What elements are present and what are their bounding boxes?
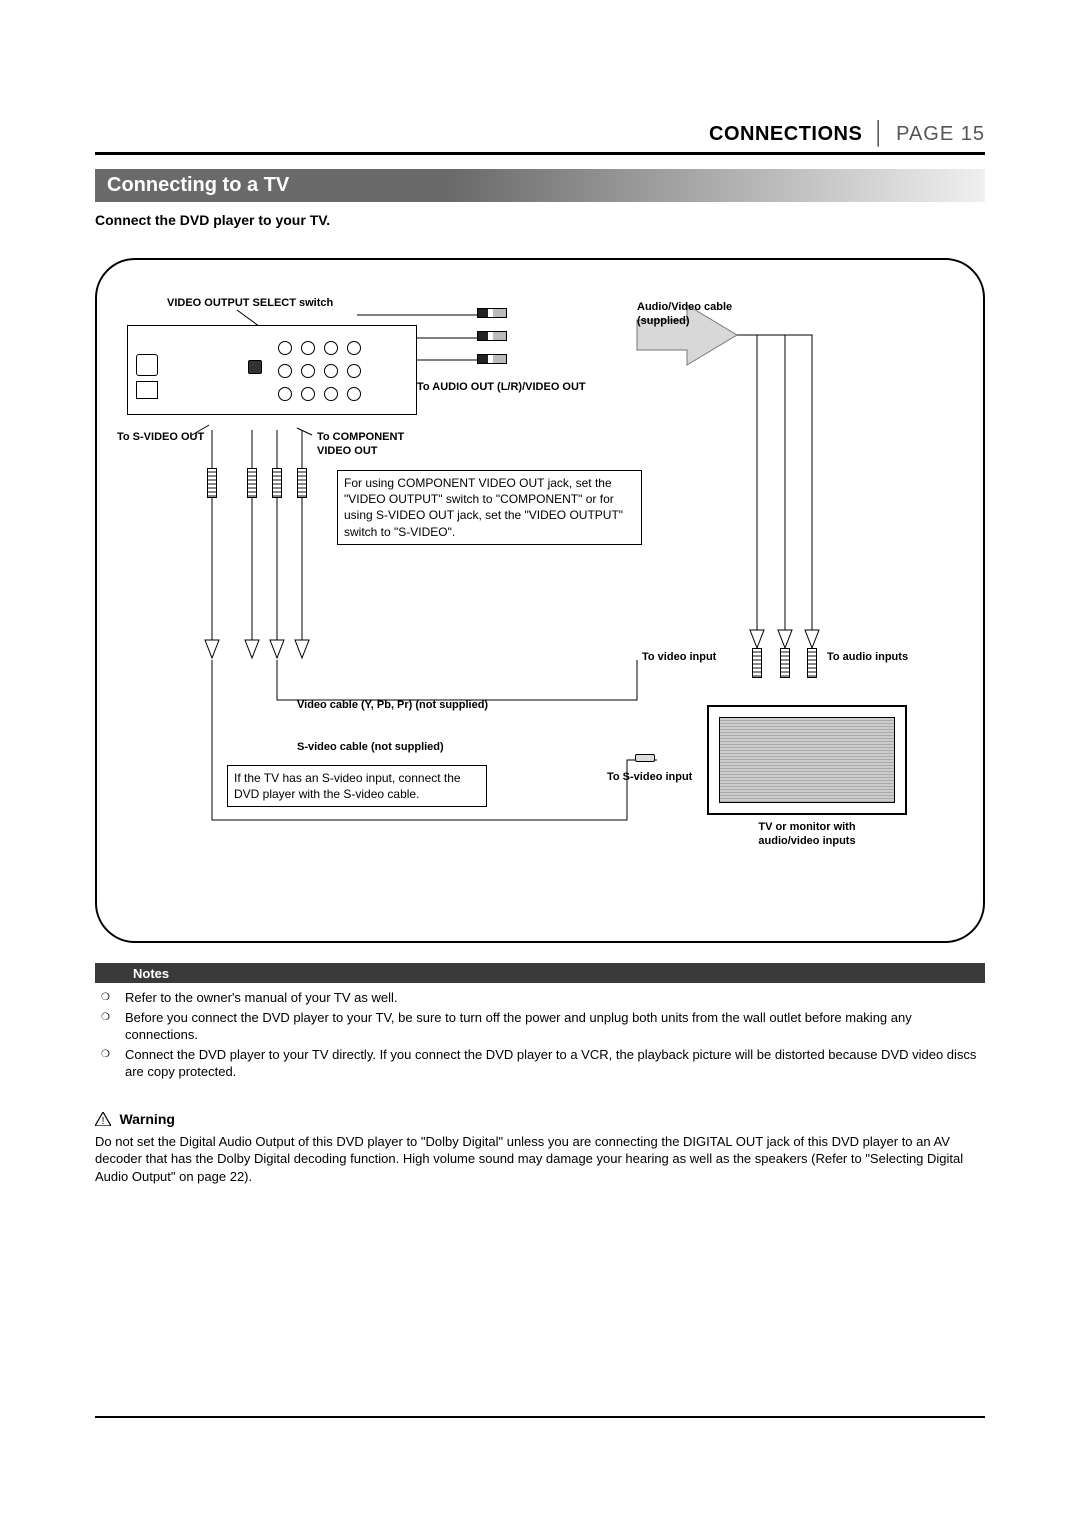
dvd-player-rear [127, 325, 417, 415]
label-video-output-select: VIDEO OUTPUT SELECT switch [167, 296, 333, 310]
label-tv-caption-line2: audio/video inputs [717, 834, 897, 848]
label-component-cable: Video cable (Y, Pb, Pr) (not supplied) [297, 698, 488, 712]
label-to-audio-out: To AUDIO OUT (L/R)/VIDEO OUT [417, 380, 586, 394]
component-plug-icon [272, 468, 282, 498]
tv-icon [707, 705, 907, 815]
header-page: PAGE 15 [896, 123, 985, 146]
label-tv-caption-line1: TV or monitor with [717, 820, 897, 834]
label-av-cable-line2: (supplied) [637, 314, 732, 328]
notes-list: Refer to the owner's manual of your TV a… [95, 989, 985, 1081]
notes-item: Before you connect the DVD player to you… [95, 1009, 985, 1044]
warning-title: Warning [119, 1111, 174, 1127]
label-to-component: To COMPONENT VIDEO OUT [317, 430, 404, 459]
header-divider: │ [872, 120, 886, 146]
label-to-svideo-input: To S-video input [607, 770, 692, 784]
rca-plug-icon [477, 331, 507, 341]
rca-plug-icon [477, 308, 507, 318]
connection-diagram: VIDEO OUTPUT SELECT switch Audio/Video c… [95, 258, 985, 943]
svideo-connector-icon [635, 754, 655, 762]
warning-block: ! Warning Do not set the Digital Audio O… [95, 1111, 985, 1186]
label-to-svideo-out: To S-VIDEO OUT [117, 430, 204, 444]
ac-inlet-icon [136, 354, 158, 376]
footer-rule [95, 1416, 985, 1418]
tv-plug-icon [807, 648, 817, 678]
intro-text: Connect the DVD player to your TV. [95, 212, 985, 228]
warning-title-row: ! Warning [95, 1111, 985, 1131]
callout-component-note: For using COMPONENT VIDEO OUT jack, set … [337, 470, 642, 545]
svg-text:!: ! [102, 1116, 105, 1126]
tv-screen-icon [719, 717, 895, 803]
optical-port-icon [136, 381, 158, 399]
label-av-cable-line1: Audio/Video cable [637, 300, 732, 314]
label-to-component-line1: To COMPONENT [317, 430, 404, 444]
label-to-component-line2: VIDEO OUT [317, 444, 404, 458]
label-svideo-cable: S-video cable (not supplied) [297, 740, 444, 754]
tv-plug-icon [752, 648, 762, 678]
page-header: CONNECTIONS │ PAGE 15 [95, 120, 985, 155]
section-title-bar: Connecting to a TV [95, 169, 985, 202]
component-plug-icon [297, 468, 307, 498]
label-to-video-input: To video input [642, 650, 716, 664]
notes-heading: Notes [125, 964, 205, 983]
rca-port-grid [278, 341, 367, 407]
svideo-port-icon [248, 360, 262, 374]
notes-item: Connect the DVD player to your TV direct… [95, 1046, 985, 1081]
notes-item: Refer to the owner's manual of your TV a… [95, 989, 985, 1007]
label-to-audio-inputs: To audio inputs [827, 650, 908, 664]
header-section: CONNECTIONS [709, 123, 862, 146]
warning-triangle-icon: ! [95, 1112, 111, 1131]
component-plug-icon [247, 468, 257, 498]
warning-text: Do not set the Digital Audio Output of t… [95, 1133, 985, 1186]
callout-svideo-note: If the TV has an S-video input, connect … [227, 765, 487, 807]
rca-plug-icon [477, 354, 507, 364]
label-av-cable: Audio/Video cable (supplied) [637, 300, 732, 329]
notes-heading-bar: Notes [95, 963, 985, 983]
label-tv-caption: TV or monitor with audio/video inputs [717, 820, 897, 849]
tv-plug-icon [780, 648, 790, 678]
svideo-plug-icon [207, 468, 217, 498]
